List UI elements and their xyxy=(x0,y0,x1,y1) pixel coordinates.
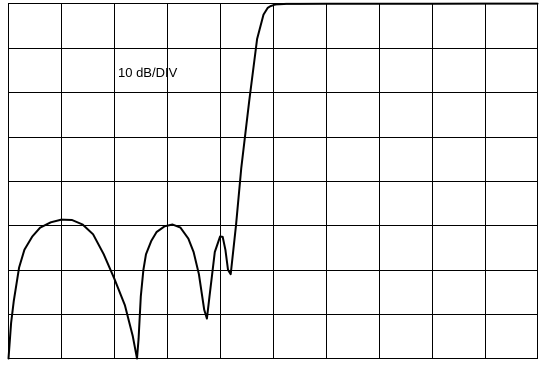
response-trace xyxy=(7,2,539,360)
scale-label: 10 dB/DIV xyxy=(118,65,178,80)
plot-frame xyxy=(8,3,538,359)
chart-grid xyxy=(8,3,538,359)
